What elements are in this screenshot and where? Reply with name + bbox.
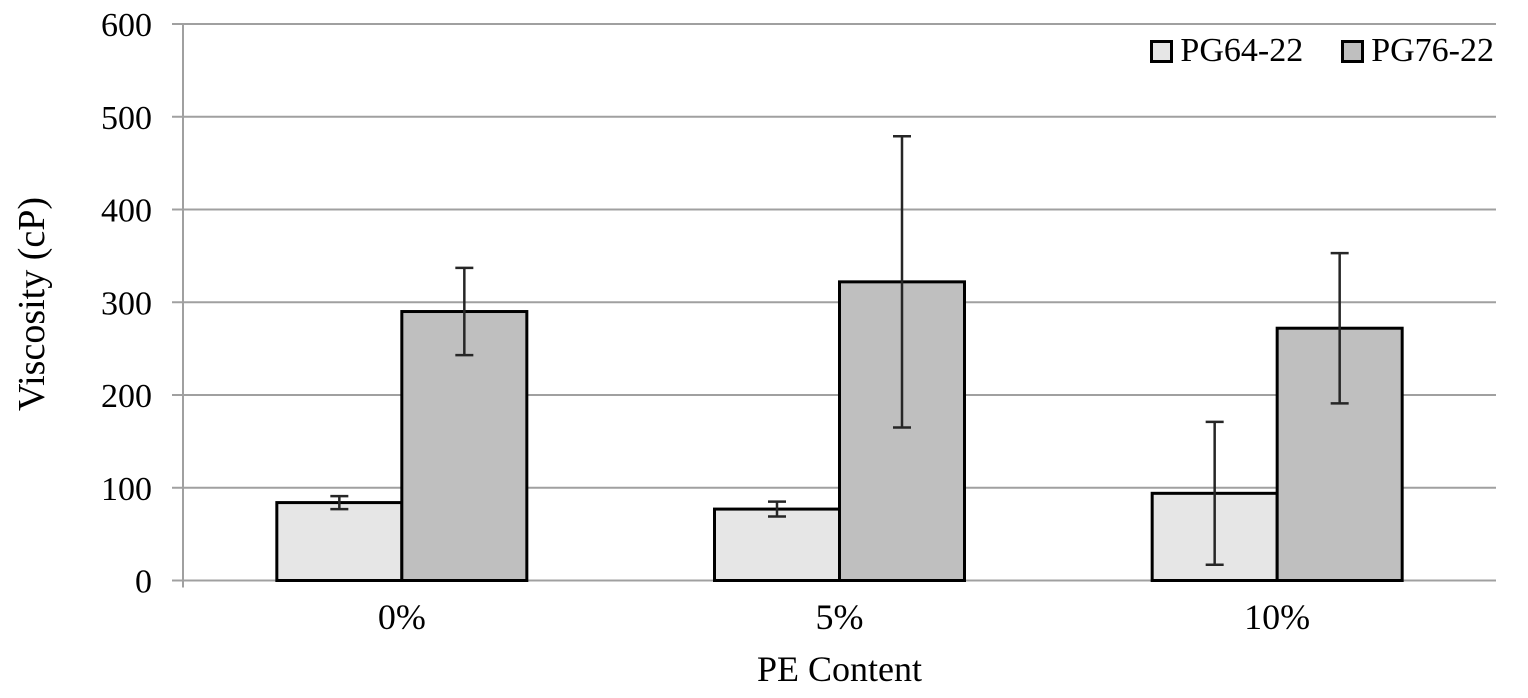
x-category-label: 0% (378, 597, 426, 637)
legend-item-pg64-22: PG64-22 (1150, 32, 1303, 70)
y-tick-label: 600 (101, 7, 152, 44)
bar-PG64-22-0% (275, 501, 404, 582)
legend-swatch-pg64-22-icon (1150, 39, 1174, 63)
y-tick-label: 100 (101, 471, 152, 508)
legend: PG64-22 PG76-22 (1150, 32, 1494, 70)
legend-swatch-pg76-22-icon (1341, 39, 1365, 63)
y-tick-label: 200 (101, 378, 152, 415)
bar-PG64-22-5% (713, 507, 841, 582)
x-category-label: 5% (816, 597, 864, 637)
y-tick-label: 500 (101, 100, 152, 137)
legend-label-pg76-22: PG76-22 (1371, 32, 1494, 69)
legend-item-pg76-22: PG76-22 (1341, 32, 1494, 70)
x-axis-title: PE Content (756, 649, 922, 689)
y-tick-label: 0 (135, 564, 152, 601)
legend-label-pg64-22: PG64-22 (1180, 32, 1304, 69)
y-tick-label: 300 (101, 285, 152, 322)
x-category-label: 10% (1244, 597, 1310, 637)
y-axis-title: Viscosity (cP) (11, 196, 53, 412)
y-tick-label: 400 (101, 193, 152, 230)
